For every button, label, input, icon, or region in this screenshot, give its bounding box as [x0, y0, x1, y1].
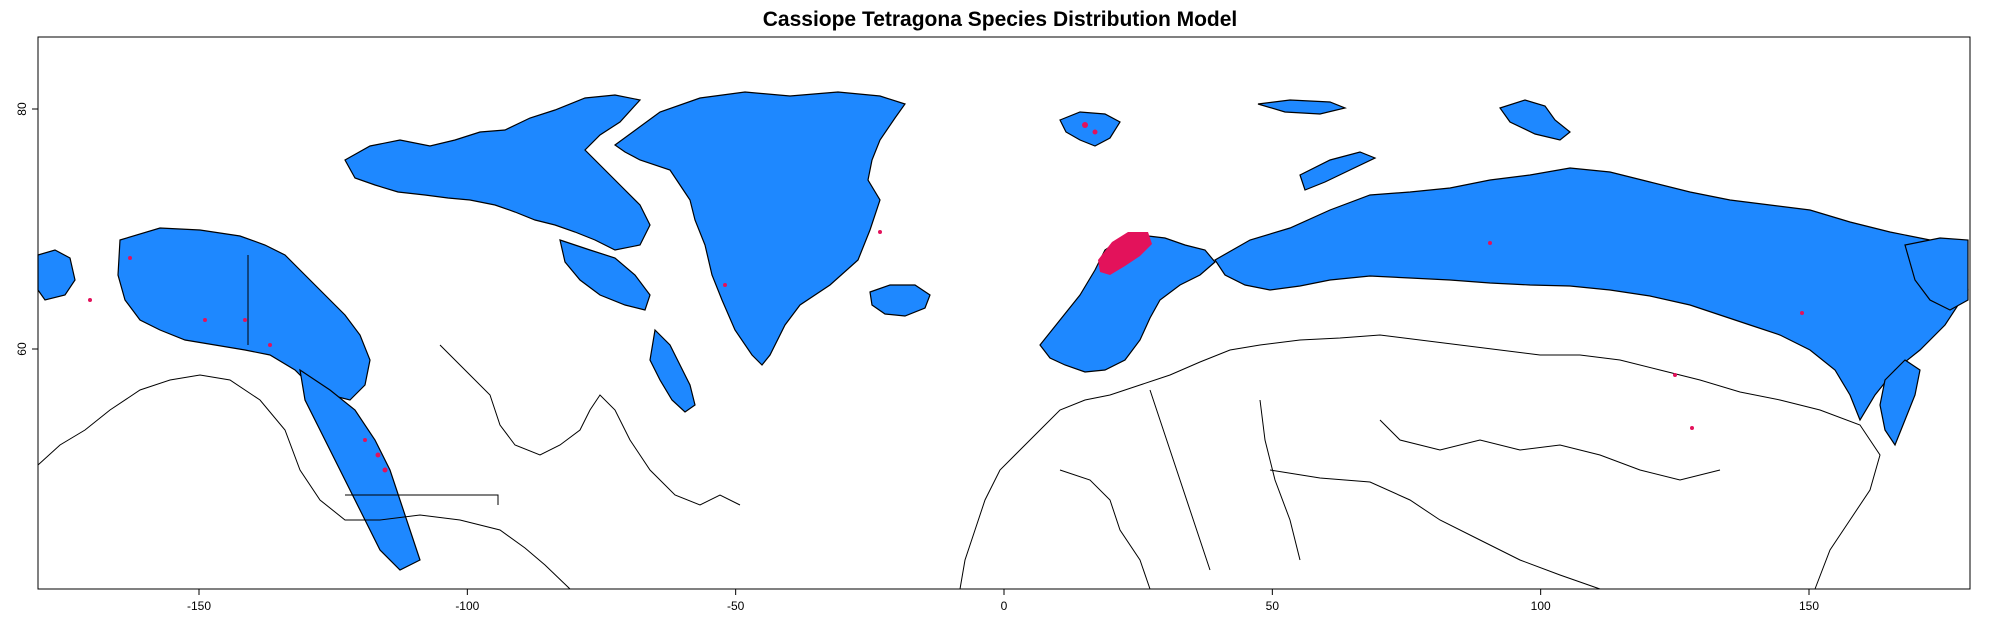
presence-point: [375, 452, 381, 458]
x-tick-label: 50: [1266, 599, 1280, 613]
baffin-island-suitable-area: [559, 239, 651, 311]
presence-point: [243, 318, 247, 322]
x-tick-label: 100: [1531, 599, 1551, 613]
presence-point: [203, 318, 207, 322]
presence-point: [1690, 426, 1694, 430]
presence-point: [88, 298, 92, 302]
greenland-suitable-area: [613, 91, 906, 366]
canadian-archipelago-suitable-area: [344, 94, 651, 251]
novaya-zemlya-suitable-area: [1299, 151, 1377, 191]
x-tick-label: -150: [187, 599, 211, 613]
presence-point: [382, 467, 388, 473]
western-alaska-suitable-area: [37, 249, 76, 301]
x-axis: -150 -100 -50 0 50 100 150: [187, 589, 1819, 613]
map-title: Cassiope Tetragona Species Distribution …: [762, 8, 1238, 31]
presence-point: [1673, 373, 1677, 377]
y-tick-label: 80: [15, 102, 29, 116]
presence-point: [1488, 241, 1492, 245]
presence-point: [363, 438, 367, 442]
presence-point: [1800, 311, 1804, 315]
interior-borders: [1059, 389, 1721, 590]
continent-outlines: [37, 255, 1881, 590]
iceland-suitable-area: [869, 284, 931, 317]
presence-point: [1082, 122, 1088, 128]
presence-point: [128, 256, 132, 260]
svalbard-suitable-area: [1059, 111, 1121, 147]
north-america-outline: [37, 344, 741, 590]
kamchatka-suitable-area: [1879, 359, 1921, 447]
x-tick-label: -50: [727, 599, 745, 613]
arctic-islands-suitable-area: [1257, 99, 1347, 115]
y-tick-label: 60: [15, 342, 29, 356]
alaska-suitable-area: [117, 227, 371, 401]
scandinavia-presence-cluster: [1098, 232, 1152, 275]
land-layer: [37, 91, 1969, 571]
eurasia-outline: [959, 334, 1881, 590]
cordillera-suitable-area: [299, 368, 421, 571]
canada-us-border: [345, 494, 499, 505]
chukotka-suitable-area: [1904, 237, 1969, 311]
presence-point: [268, 343, 272, 347]
presence-point: [1092, 129, 1098, 135]
x-tick-label: -100: [455, 599, 479, 613]
presence-point: [878, 230, 882, 234]
presence-point: [723, 283, 727, 287]
x-tick-label: 0: [1001, 599, 1008, 613]
y-axis: 60 80: [15, 102, 38, 356]
x-tick-label: 150: [1799, 599, 1819, 613]
siberian-islands-suitable-area: [1499, 99, 1571, 141]
presence-points: [88, 122, 1804, 473]
labrador-suitable-area: [649, 328, 696, 413]
